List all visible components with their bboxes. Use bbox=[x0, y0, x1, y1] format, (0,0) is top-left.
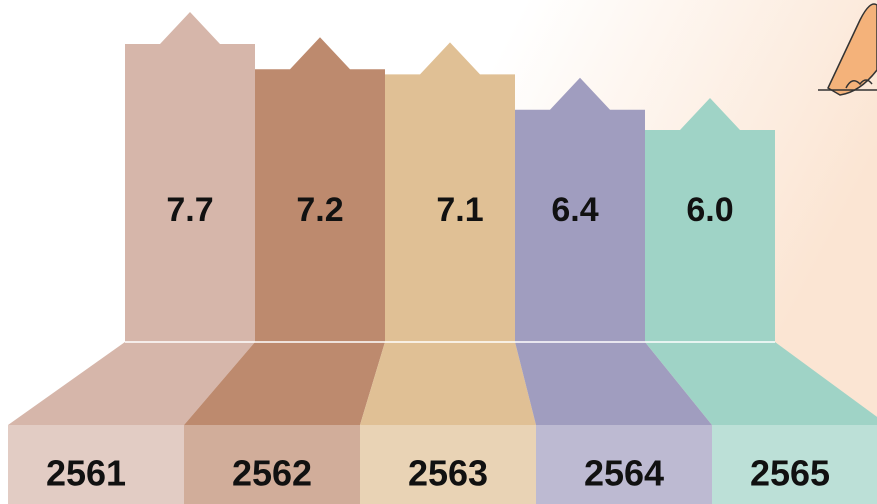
value-label: 7.7 bbox=[166, 191, 213, 229]
value-label: 6.4 bbox=[551, 191, 598, 229]
bar-base bbox=[645, 342, 877, 425]
category-tile bbox=[712, 425, 877, 504]
bar-base bbox=[8, 342, 255, 425]
value-label: 6.0 bbox=[686, 191, 733, 229]
value-label: 7.2 bbox=[296, 191, 343, 229]
category-tile bbox=[360, 425, 536, 504]
x-tick-label: 2564 bbox=[584, 453, 664, 494]
bar-base bbox=[515, 342, 712, 425]
value-label: 7.1 bbox=[436, 191, 483, 229]
x-tick-label: 2565 bbox=[750, 453, 830, 494]
bar-base bbox=[360, 342, 536, 425]
category-tile bbox=[184, 425, 360, 504]
pencil-hand bbox=[818, 3, 877, 96]
bar bbox=[125, 11, 255, 342]
bar bbox=[515, 77, 645, 342]
x-tick-label: 2561 bbox=[46, 453, 126, 494]
category-tile bbox=[536, 425, 712, 504]
bar bbox=[255, 37, 385, 342]
bar-base bbox=[184, 342, 385, 425]
bar bbox=[645, 98, 775, 342]
x-tick-label: 2562 bbox=[232, 453, 312, 494]
bar bbox=[385, 42, 515, 343]
category-tile bbox=[8, 425, 184, 504]
x-tick-label: 2563 bbox=[408, 453, 488, 494]
